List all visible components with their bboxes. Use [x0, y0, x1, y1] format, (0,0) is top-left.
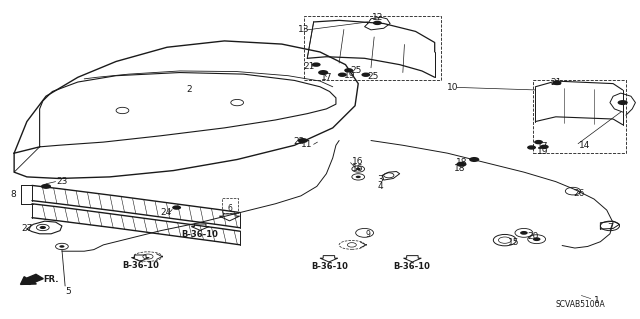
- Text: 18: 18: [454, 164, 465, 173]
- Text: 11: 11: [301, 140, 312, 149]
- Text: 18: 18: [456, 158, 468, 167]
- Bar: [222, 198, 238, 213]
- Text: 27: 27: [22, 224, 33, 233]
- Text: 4: 4: [378, 182, 383, 191]
- Text: 24: 24: [161, 208, 172, 217]
- Text: 17: 17: [537, 142, 548, 151]
- Circle shape: [60, 245, 65, 248]
- FancyArrow shape: [191, 224, 209, 230]
- Text: B-36-10: B-36-10: [182, 230, 219, 239]
- Circle shape: [356, 176, 361, 178]
- Bar: [534, 80, 626, 153]
- FancyArrow shape: [220, 214, 240, 221]
- Text: 12: 12: [372, 13, 383, 22]
- Text: 25: 25: [368, 71, 379, 80]
- Text: 23: 23: [57, 177, 68, 186]
- Circle shape: [356, 168, 361, 170]
- Circle shape: [298, 138, 308, 143]
- Circle shape: [362, 72, 371, 77]
- Circle shape: [373, 21, 382, 25]
- Circle shape: [520, 231, 528, 235]
- Text: 26: 26: [573, 189, 585, 198]
- Text: 8: 8: [10, 190, 16, 199]
- Text: 20: 20: [528, 232, 539, 241]
- Text: 1: 1: [594, 296, 600, 305]
- Text: 17: 17: [321, 73, 333, 82]
- Text: 3: 3: [378, 174, 383, 184]
- Text: 21: 21: [303, 62, 315, 71]
- Text: B-36-10: B-36-10: [311, 262, 348, 271]
- Text: 22: 22: [293, 137, 305, 146]
- Text: 13: 13: [298, 25, 309, 34]
- Text: 25: 25: [351, 66, 362, 76]
- Text: 19: 19: [537, 147, 548, 156]
- FancyArrow shape: [20, 274, 44, 285]
- Circle shape: [533, 237, 540, 241]
- Circle shape: [540, 145, 548, 149]
- Text: B-36-10: B-36-10: [394, 262, 430, 271]
- Text: FR.: FR.: [43, 275, 58, 284]
- Text: 14: 14: [579, 141, 590, 150]
- Circle shape: [172, 205, 181, 210]
- Text: SCVAB5100A: SCVAB5100A: [556, 300, 605, 309]
- Circle shape: [41, 184, 51, 189]
- Circle shape: [456, 162, 467, 167]
- Text: 21: 21: [550, 78, 562, 87]
- Text: 7: 7: [607, 223, 612, 232]
- Text: 16: 16: [352, 165, 364, 174]
- FancyArrow shape: [320, 256, 338, 262]
- Text: 19: 19: [344, 71, 356, 80]
- Text: 6: 6: [228, 204, 232, 213]
- FancyArrow shape: [131, 255, 149, 261]
- Text: 9: 9: [366, 230, 371, 239]
- Text: 2: 2: [186, 85, 192, 94]
- Circle shape: [318, 70, 328, 75]
- Text: 16: 16: [352, 157, 364, 166]
- FancyArrow shape: [403, 256, 421, 262]
- Circle shape: [338, 72, 347, 77]
- Text: 15: 15: [508, 238, 520, 247]
- Circle shape: [618, 100, 628, 105]
- Text: B-36-10: B-36-10: [122, 261, 159, 270]
- Circle shape: [534, 140, 543, 144]
- Circle shape: [312, 63, 321, 67]
- Text: 5: 5: [65, 287, 71, 296]
- Circle shape: [552, 81, 561, 85]
- Circle shape: [527, 145, 536, 150]
- Bar: [304, 16, 441, 80]
- Text: 10: 10: [447, 83, 459, 92]
- Circle shape: [344, 68, 353, 72]
- Circle shape: [40, 226, 46, 229]
- Circle shape: [469, 157, 479, 162]
